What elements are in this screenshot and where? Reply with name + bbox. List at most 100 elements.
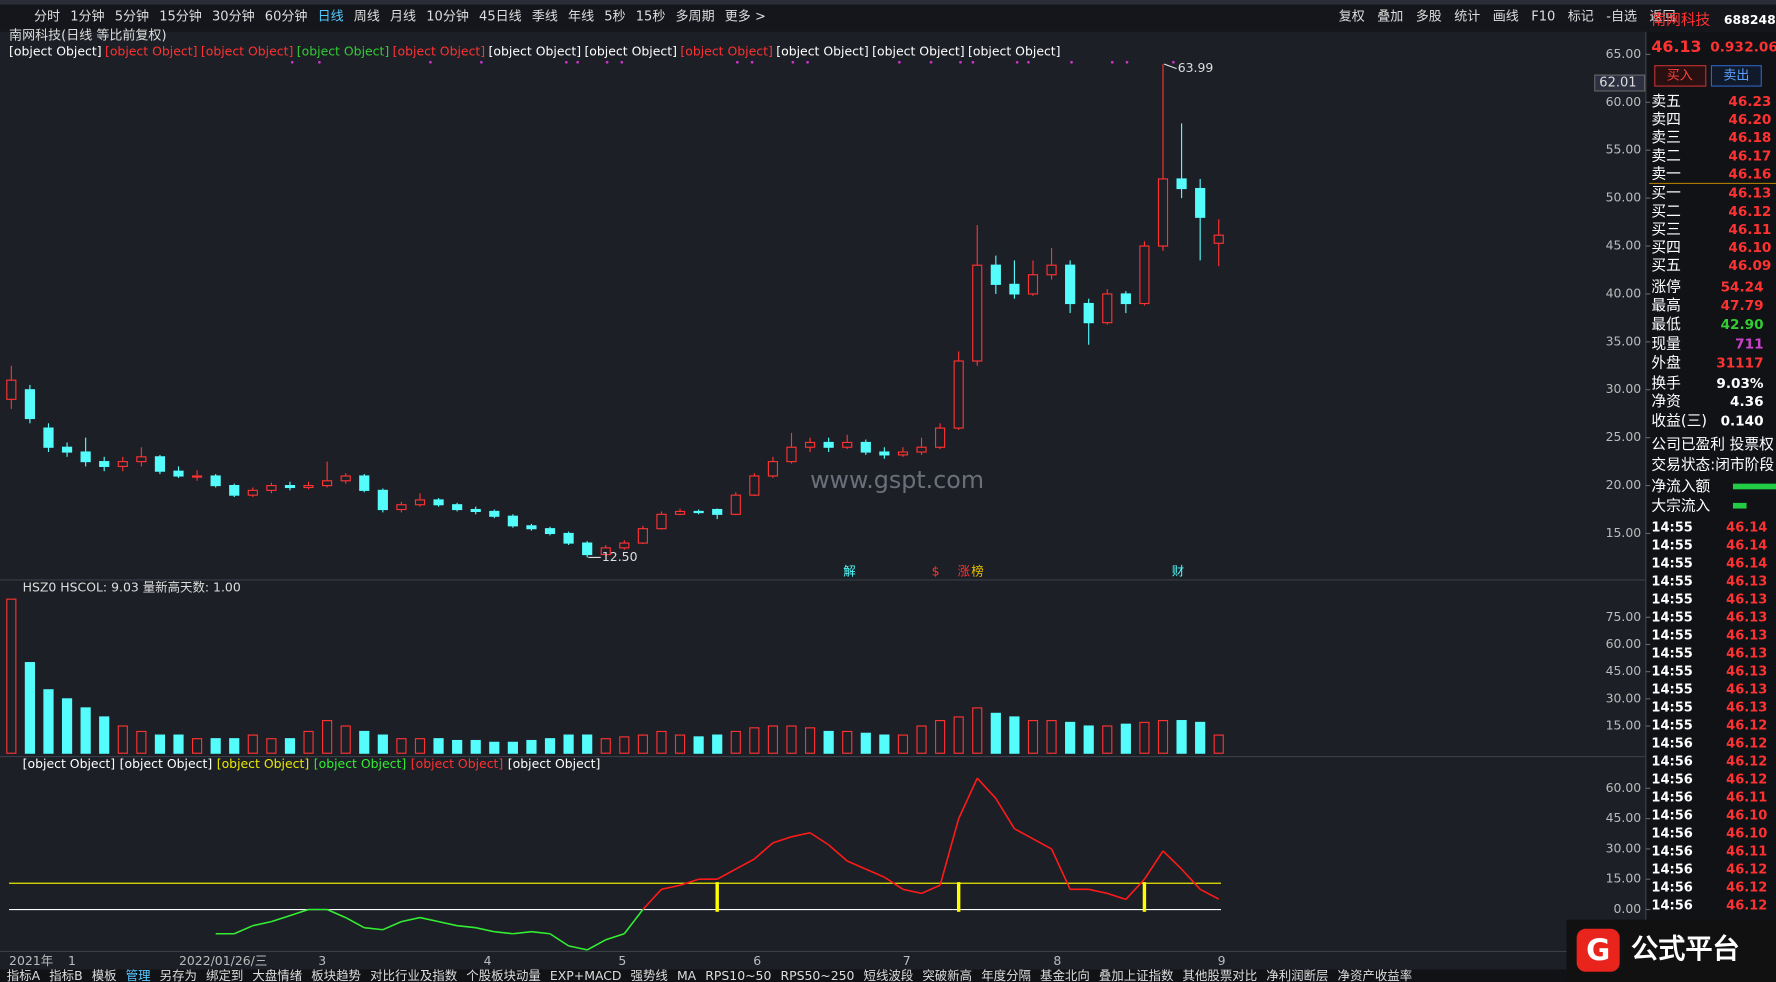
sell-button[interactable]: 卖出: [1723, 68, 1749, 83]
annotation-arrow: [1163, 63, 1177, 70]
chart-title: 南网科技(日线 等比前复权): [9, 28, 166, 44]
volume-bar: [953, 716, 964, 754]
indicator-tab[interactable]: 指标B: [49, 968, 82, 982]
indicator-tab[interactable]: 叠加上证指数: [1099, 968, 1174, 982]
toolbar-right-item[interactable]: 标记: [1568, 9, 1594, 24]
stat-value: 4.36: [1730, 394, 1764, 410]
volume-bar: [43, 689, 54, 754]
trade-price: 46.11: [1726, 790, 1767, 805]
trade-price: 46.13: [1726, 592, 1767, 607]
trade-time: 14:56: [1651, 808, 1692, 823]
candle-body: [247, 489, 258, 496]
toolbar-right-item[interactable]: 返回: [1649, 9, 1675, 24]
indicator-tab[interactable]: 模板: [92, 968, 117, 982]
candle-body: [1102, 293, 1113, 324]
indicator-tab[interactable]: 突破新高: [922, 968, 972, 982]
indicator-tab[interactable]: 另存为: [160, 968, 197, 982]
trade-time: 14:55: [1651, 718, 1692, 733]
candle-body: [953, 360, 964, 429]
toolbar-item[interactable]: 15分钟: [159, 8, 202, 24]
strength-line: [494, 930, 513, 935]
indicator-tab[interactable]: 其他股票对比: [1183, 968, 1258, 982]
candle-body: [637, 528, 648, 544]
indicator-tab[interactable]: EXP+MACD: [550, 968, 622, 982]
x-axis-label: 5: [618, 953, 626, 968]
indicator-tab[interactable]: 指标A: [7, 968, 41, 982]
indicator-tab[interactable]: 年度分隔: [981, 968, 1031, 982]
indicator-tab[interactable]: MA: [677, 968, 697, 982]
info-item: [object Object]: [968, 44, 1061, 59]
indicator-tab[interactable]: 管理: [126, 968, 151, 982]
candle-body: [1213, 234, 1224, 244]
toolbar-item[interactable]: 多周期: [676, 8, 715, 24]
toolbar-right-item[interactable]: -自选: [1606, 9, 1637, 24]
stat-value: 47.79: [1721, 298, 1764, 314]
indicator-tab[interactable]: 基金北向: [1040, 968, 1090, 982]
indicator-tab[interactable]: 净利润断层: [1266, 968, 1328, 982]
indicator-tab[interactable]: RPS10~50: [705, 968, 771, 982]
toolbar-item[interactable]: 1分钟: [70, 8, 104, 24]
stat-label: 涨停: [1651, 279, 1680, 296]
indicator-tab[interactable]: 个股板块动量: [466, 968, 541, 982]
strength-line: [605, 932, 625, 941]
toolbar-item[interactable]: 年线: [568, 9, 594, 24]
toolbar-item[interactable]: 日线: [318, 9, 344, 24]
trade-time: 14:55: [1651, 610, 1692, 625]
toolbar-right-item[interactable]: 画线: [1493, 9, 1519, 24]
strength-line: [457, 924, 476, 929]
indicator-tab[interactable]: 短线波段: [864, 968, 914, 982]
trade-price: 46.13: [1726, 682, 1767, 697]
info-item: [object Object]: [776, 44, 868, 59]
toolbar-item[interactable]: 月线: [390, 9, 416, 24]
candle-body: [396, 504, 407, 511]
toolbar-item[interactable]: 60分钟: [265, 8, 308, 24]
toolbar-right-item[interactable]: 叠加: [1377, 9, 1403, 24]
signal-bar: [715, 882, 719, 912]
indicator-tab[interactable]: 绑定到: [206, 968, 243, 982]
toolbar-item[interactable]: 5分钟: [115, 8, 149, 24]
toolbar-item[interactable]: 15秒: [636, 9, 666, 24]
candle-body: [600, 547, 611, 556]
indicator-tab[interactable]: RPS50~250: [780, 968, 854, 982]
toolbar-item[interactable]: 分时: [34, 9, 60, 24]
trade-price: 46.13: [1726, 646, 1767, 661]
strength-line: [233, 924, 254, 935]
toolbar-item[interactable]: 10分钟: [426, 8, 469, 24]
y-tick-label: 60.00: [1606, 780, 1642, 795]
crosshair-label: 62.01: [1599, 76, 1636, 91]
x-axis-label: 9: [1218, 953, 1226, 968]
candle-body: [619, 542, 630, 549]
candle-body: [24, 389, 36, 420]
signal-bar: [1142, 882, 1147, 912]
toolbar-item[interactable]: 季线: [532, 9, 558, 24]
indicator-tab[interactable]: 净资产收益率: [1338, 968, 1413, 982]
toolbar-item[interactable]: 5秒: [604, 9, 625, 24]
stat-value: 9.03%: [1716, 376, 1764, 392]
strength-line: [1162, 850, 1183, 870]
indicator-tab[interactable]: 对比行业及指数: [370, 968, 458, 982]
book-label: 卖五: [1651, 93, 1680, 110]
buy-button[interactable]: 买入: [1667, 68, 1693, 83]
toolbar-right-item[interactable]: 多股: [1416, 8, 1442, 24]
toolbar-right-item[interactable]: 复权: [1339, 8, 1365, 24]
flow-bar: [1732, 483, 1776, 490]
book-price: 46.12: [1728, 204, 1771, 220]
indicator-tab[interactable]: 板块趋势: [311, 968, 361, 982]
toolbar-item[interactable]: 更多 >: [725, 8, 766, 24]
sell-button-box[interactable]: [1710, 65, 1762, 87]
status-note: 公司已盈利 投票权: [1651, 436, 1774, 453]
volume-bar: [210, 738, 221, 754]
toolbar-item[interactable]: 45日线: [479, 9, 522, 24]
candle-body: [340, 475, 351, 482]
candle-body: [656, 513, 667, 530]
candle-body: [1195, 187, 1206, 218]
indicator-tab[interactable]: 大盘情绪: [252, 968, 302, 982]
toolbar-right-item[interactable]: 统计: [1454, 9, 1480, 24]
strength-line: [623, 909, 644, 935]
toolbar-right-item[interactable]: F10: [1531, 9, 1555, 24]
toolbar-item[interactable]: 30分钟: [212, 8, 255, 24]
annotation-label: 63.99: [1178, 60, 1214, 75]
indicator-tab[interactable]: 强势线: [631, 968, 668, 982]
toolbar-item[interactable]: 周线: [354, 9, 380, 24]
buy-button-box[interactable]: [1654, 65, 1707, 87]
